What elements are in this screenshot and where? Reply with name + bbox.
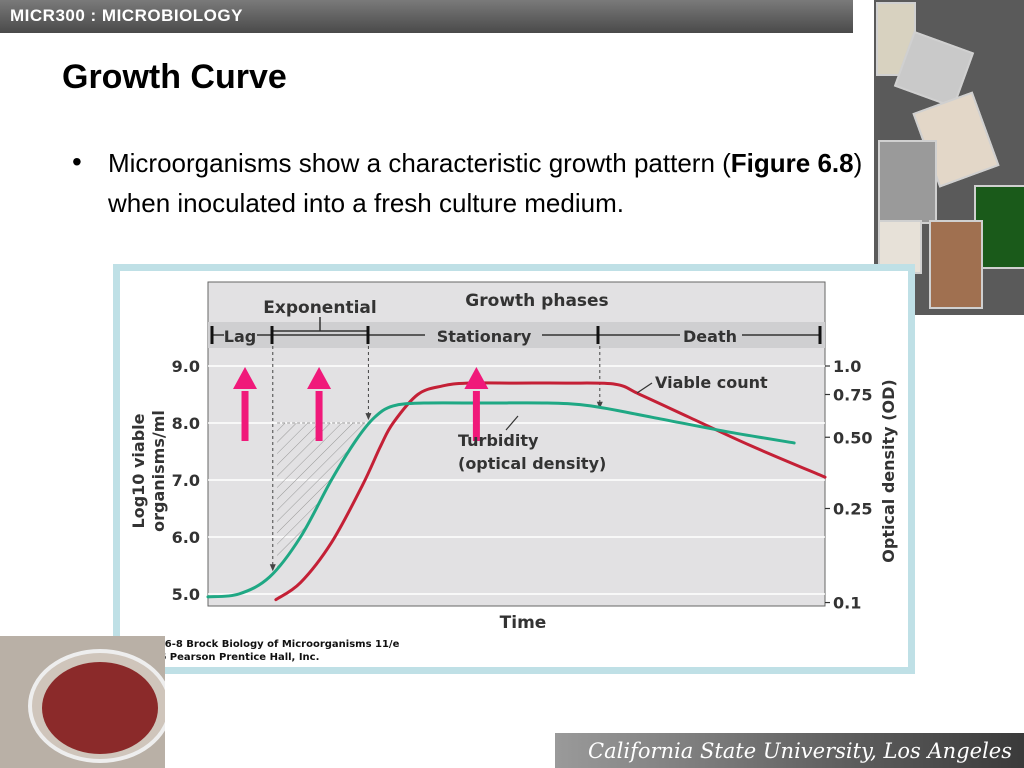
left-tick-label: 9.0 xyxy=(172,357,200,376)
phase-lines xyxy=(210,326,822,344)
lag-label: Lag xyxy=(224,327,256,346)
footer-bar: California State University, Los Angeles xyxy=(555,733,1024,768)
institution-name: California State University, Los Angeles xyxy=(588,739,1012,763)
right-tick-label: 0.1 xyxy=(833,594,861,613)
figure-reference: Figure 6.8 xyxy=(730,148,854,178)
right-tick-label: 0.50 xyxy=(833,428,872,447)
left-tick-label: 8.0 xyxy=(172,414,200,433)
viable-count-line xyxy=(274,381,827,602)
course-title: MICR300 : MICROBIOLOGY xyxy=(10,6,243,25)
y-axis-left-label-1: Log10 viable xyxy=(129,413,148,528)
right-tick-label: 0.75 xyxy=(833,386,872,405)
bullet-text-end: ) when inoculated into a fresh culture m… xyxy=(108,148,863,218)
pink-arrow-shaft xyxy=(315,391,323,441)
left-tick-label: 6.0 xyxy=(172,528,200,547)
caption-line-2: © 2006 Pearson Prentice Hall, Inc. xyxy=(125,652,319,663)
phase-drop-lines xyxy=(269,346,603,572)
right-axis-ticks: 1.0 0.75 0.50 0.25 0.1 xyxy=(825,357,872,613)
viable-count-label: Viable count xyxy=(655,373,768,392)
header-bar: MICR300 : MICROBIOLOGY xyxy=(0,0,853,33)
bullet-marker: • xyxy=(72,146,82,177)
turbidity-label-1: Turbidity xyxy=(458,431,539,450)
left-tick-label: 7.0 xyxy=(172,471,200,490)
bullet-text: Microorganisms show a characteristic gro… xyxy=(108,143,868,223)
pink-arrow-shaft xyxy=(472,391,480,441)
bubbles-photo xyxy=(878,140,937,224)
slide-title: Growth Curve xyxy=(62,58,287,96)
bullet-text-start: Microorganisms show a characteristic gro… xyxy=(108,148,731,178)
phase-drop-arrowhead xyxy=(596,401,603,409)
culture-plate xyxy=(42,662,158,754)
turbidity-line xyxy=(206,401,796,599)
right-tick-label: 0.25 xyxy=(833,500,872,519)
y-axis-left-label-2: organisms/ml xyxy=(149,410,168,532)
growth-curve-chart: Growth phases Exponential Lag Stationary… xyxy=(125,281,898,663)
phases-header: Growth phases xyxy=(465,291,608,311)
petri-dish-photo xyxy=(0,636,165,768)
left-axis-ticks: 9.0 8.0 7.0 6.0 5.0 xyxy=(172,357,200,604)
petri-dish-graphic xyxy=(28,649,165,763)
right-tick-label: 1.0 xyxy=(833,357,861,376)
y-axis-right-label: Optical density (OD) xyxy=(879,379,898,562)
caption-line-1: Figure 6-8 Brock Biology of Microorganis… xyxy=(125,639,400,650)
pink-arrow-shaft xyxy=(241,391,249,441)
pink-arrow-head xyxy=(233,367,258,389)
phase-drop-arrowhead xyxy=(269,564,276,572)
stationary-label: Stationary xyxy=(437,327,532,346)
turbidity-label-2: (optical density) xyxy=(458,454,606,473)
pink-arrows xyxy=(233,367,489,441)
death-label: Death xyxy=(683,327,737,346)
x-axis-label: Time xyxy=(500,613,547,633)
series-group xyxy=(206,381,827,602)
viable-count-pointer xyxy=(636,382,653,394)
figure-panel: Growth phases Exponential Lag Stationary… xyxy=(120,271,908,667)
exponential-hatch-area xyxy=(277,422,370,572)
pink-arrow-head xyxy=(307,367,332,389)
hatch-polygon xyxy=(277,423,370,572)
turbidity-pointer xyxy=(505,415,519,431)
wood-photo xyxy=(929,220,983,309)
pink-arrow-head xyxy=(464,367,489,389)
left-tick-label: 5.0 xyxy=(172,585,200,604)
figure-frame: Growth phases Exponential Lag Stationary… xyxy=(113,264,915,674)
phase-drop-arrowhead xyxy=(365,413,372,421)
exponential-label: Exponential xyxy=(263,298,376,318)
